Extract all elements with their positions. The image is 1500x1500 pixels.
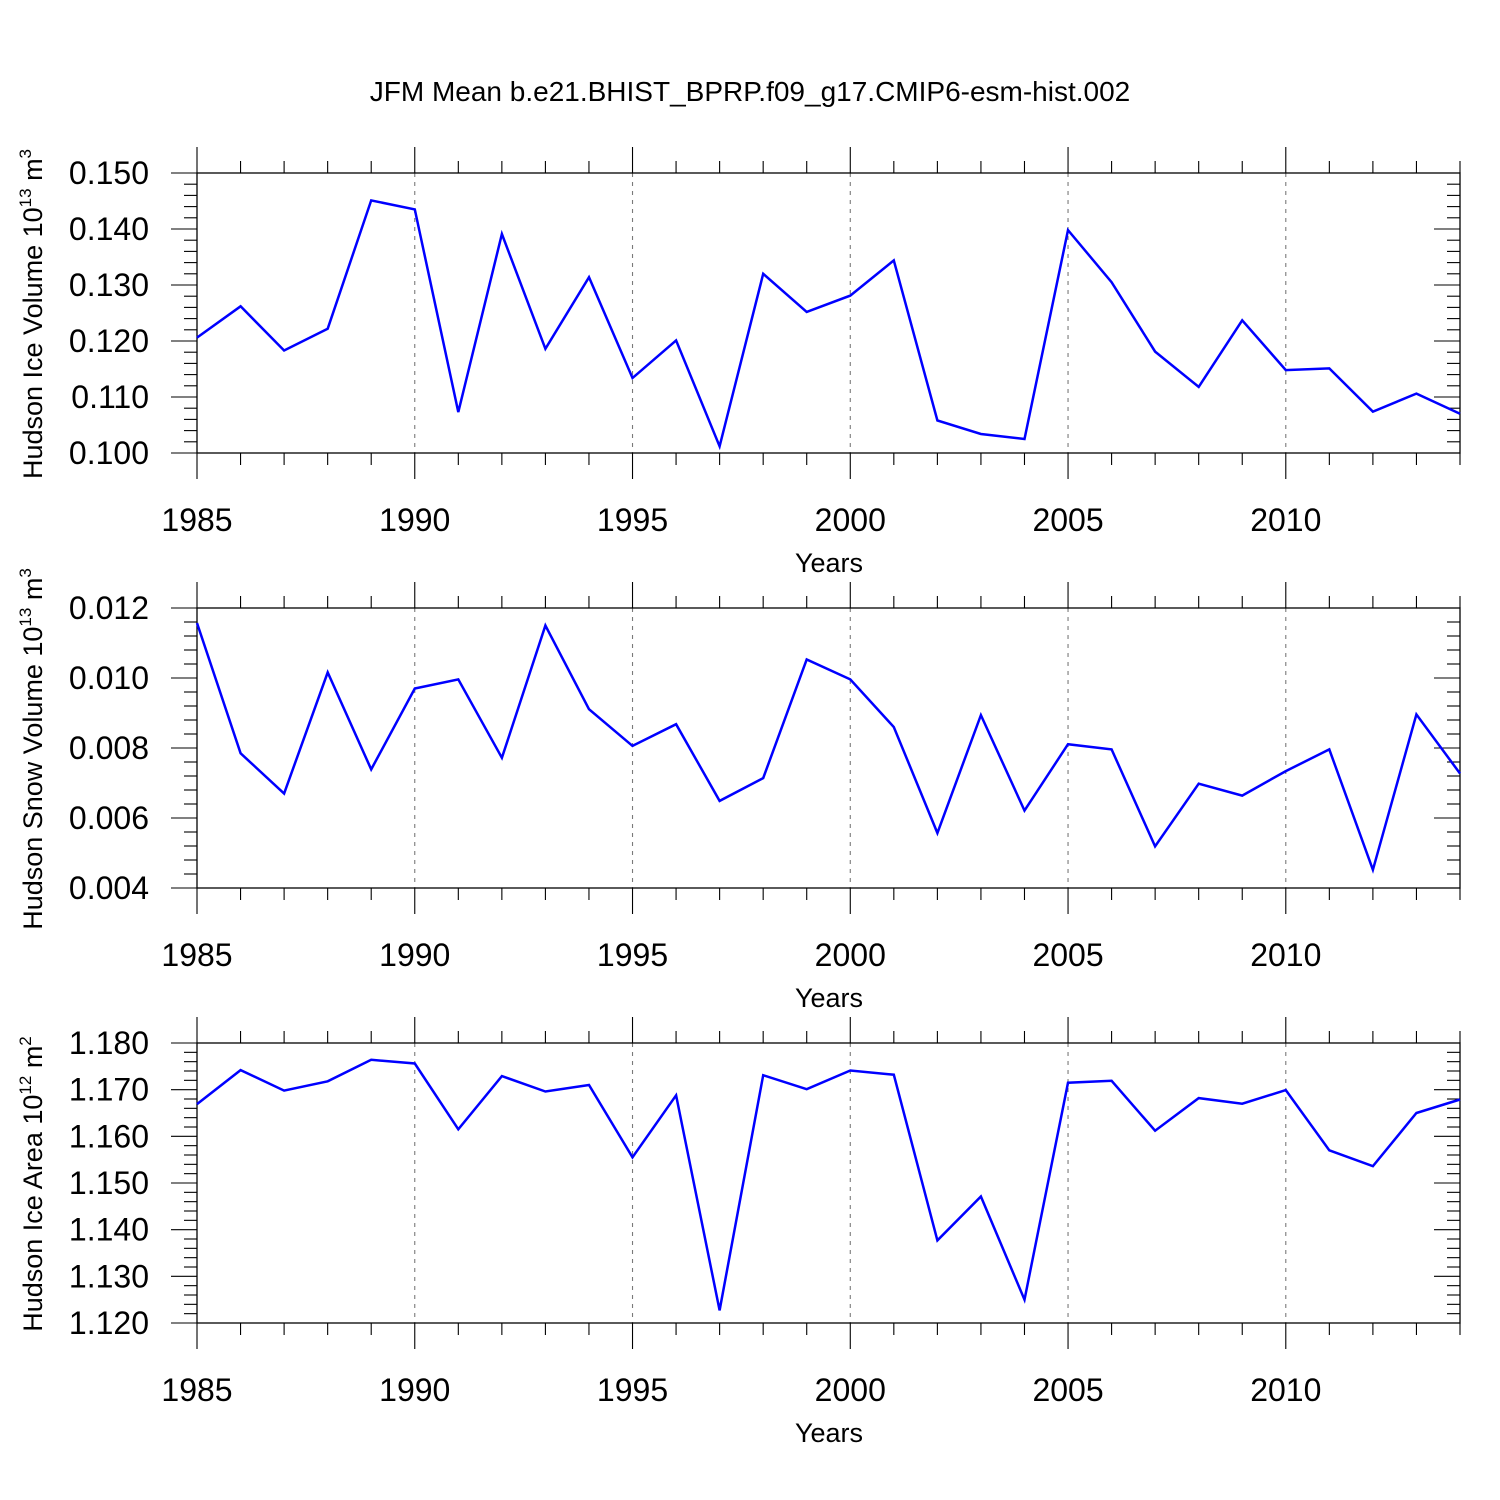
x-tick-label-2010: 2010: [1250, 1372, 1321, 1408]
y-tick-label-1.120: 1.120: [69, 1305, 149, 1341]
x-axis-label: Years: [795, 1418, 863, 1448]
x-tick-label-1995: 1995: [597, 1372, 668, 1408]
x-tick-label-1985: 1985: [161, 937, 232, 973]
y-tick-label-1.140: 1.140: [69, 1212, 149, 1248]
y-axis-label: Hudson Ice Area 1012 m2: [16, 1036, 48, 1332]
y-tick-label-0.120: 0.120: [69, 323, 149, 359]
x-axis-label: Years: [795, 548, 863, 578]
y-tick-label-0.012: 0.012: [69, 590, 149, 626]
y-tick-label-1.180: 1.180: [69, 1025, 149, 1061]
y-tick-label-0.006: 0.006: [69, 800, 149, 836]
chart-panel-3: 1985 1990 1995 2000 2005 2010 Years 1.120 1.130 1…: [16, 1017, 1461, 1448]
y-tick-label-0.004: 0.004: [69, 870, 149, 906]
y-tick-label-0.130: 0.130: [69, 267, 149, 303]
plot-frame: [196, 607, 1461, 889]
y-tick-label-0.110: 0.110: [71, 379, 149, 415]
y-tick-label-1.170: 1.170: [69, 1072, 149, 1108]
x-tick-label-2010: 2010: [1250, 502, 1321, 538]
x-tick-label-1990: 1990: [379, 1372, 450, 1408]
y-tick-label-1.150: 1.150: [69, 1165, 149, 1201]
series-line: [196, 1058, 1461, 1311]
series-line: [195, 622, 1462, 874]
x-tick-label-1990: 1990: [379, 502, 450, 538]
x-tick-label-1995: 1995: [597, 502, 668, 538]
x-tick-label-2005: 2005: [1032, 1372, 1103, 1408]
x-tick-label-2010: 2010: [1250, 937, 1321, 973]
y-tick-label-0.140: 0.140: [69, 211, 149, 247]
series-line: [196, 198, 1461, 451]
x-tick-label-2005: 2005: [1032, 502, 1103, 538]
x-tick-label-2000: 2000: [815, 502, 886, 538]
x-tick-label-1985: 1985: [161, 502, 232, 538]
panels: 1985 1990 1995 2000 2005 2010 Years 0.100 0.110 0…: [16, 147, 1462, 1448]
x-tick-label-2000: 2000: [815, 937, 886, 973]
y-axis-label: Hudson Ice Volume 1013 m3: [16, 149, 48, 479]
x-tick-label-1990: 1990: [379, 937, 450, 973]
x-axis-label: Years: [795, 983, 863, 1013]
figure-title: JFM Mean b.e21.BHIST_BPRP.f09_g17.CMIP6-…: [370, 76, 1131, 107]
y-axis-label: Hudson Snow Volume 1013 m3: [16, 568, 48, 930]
x-tick-label-2005: 2005: [1032, 937, 1103, 973]
x-tick-label-1985: 1985: [161, 1372, 232, 1408]
plot-frame: [196, 172, 1461, 454]
y-tick-label-0.008: 0.008: [69, 730, 149, 766]
y-tick-label-0.100: 0.100: [69, 435, 149, 471]
y-tick-label-0.010: 0.010: [69, 660, 149, 696]
chart-panel-1: 1985 1990 1995 2000 2005 2010 Years 0.100 0.110 0…: [16, 147, 1461, 578]
x-tick-label-1995: 1995: [597, 937, 668, 973]
y-tick-label-1.160: 1.160: [69, 1118, 149, 1154]
chart-panel-2: 1985 1990 1995 2000 2005 2010 Years 0.004 0.006 0…: [16, 568, 1462, 1013]
y-tick-label-0.150: 0.150: [69, 155, 149, 191]
x-tick-label-2000: 2000: [815, 1372, 886, 1408]
y-tick-label-1.130: 1.130: [69, 1258, 149, 1294]
plot-frame: [196, 1042, 1461, 1324]
